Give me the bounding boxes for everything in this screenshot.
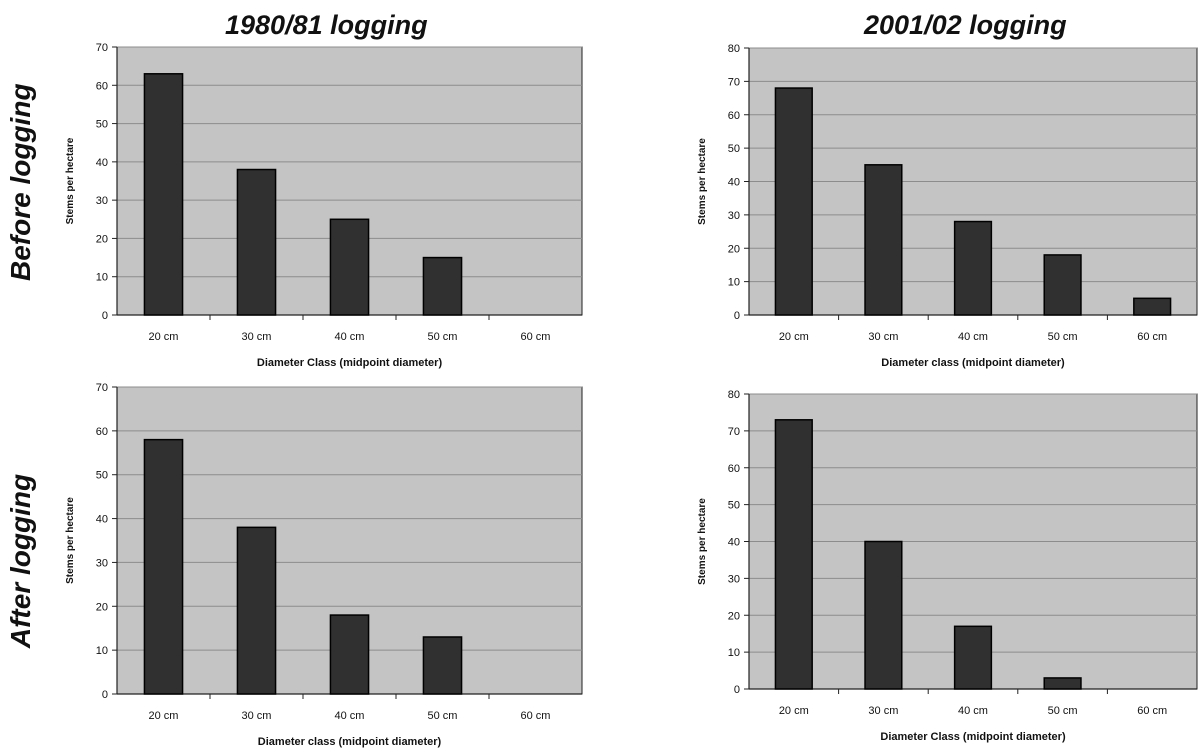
y-tick-label: 30 <box>96 557 108 569</box>
y-tick-label: 20 <box>728 610 740 622</box>
y-tick-label: 80 <box>728 389 740 401</box>
y-tick-label: 10 <box>728 647 740 659</box>
bar-40-cm <box>953 220 993 316</box>
x-tick-label: 20 cm <box>149 710 179 722</box>
y-tick-label: 10 <box>96 645 108 657</box>
y-tick-label: 60 <box>96 80 108 92</box>
y-axis-title: Stems per hectare <box>65 137 76 224</box>
y-tick-label: 70 <box>728 76 740 88</box>
y-tick-label: 50 <box>728 143 740 155</box>
y-tick-label: 40 <box>728 537 740 549</box>
y-axis-title: Stems per hectare <box>65 497 76 584</box>
bar-20-cm <box>143 438 184 695</box>
y-tick-label: 70 <box>96 42 108 54</box>
column-title-1980-81: 1980/81 logging <box>225 10 428 40</box>
bar-50-cm <box>1043 677 1082 690</box>
bar-50-cm <box>422 256 463 316</box>
x-tick-label: 60 cm <box>521 710 551 722</box>
bar-30-cm <box>236 526 277 695</box>
x-axis-title: Diameter Class (midpoint diameter) <box>257 357 443 369</box>
x-axis-title: Diameter Class (midpoint diameter) <box>880 731 1066 743</box>
bar-20-cm <box>774 419 813 690</box>
x-axis-title: Diameter class (midpoint diameter) <box>258 736 442 748</box>
x-tick-label: 50 cm <box>428 331 458 343</box>
x-tick-label: 30 cm <box>242 710 272 722</box>
bar-40-cm <box>329 218 370 316</box>
bar-40-cm <box>329 614 370 695</box>
y-tick-label: 80 <box>728 43 740 55</box>
y-tick-label: 70 <box>96 382 108 394</box>
x-tick-label: 40 cm <box>958 705 988 717</box>
x-tick-label: 30 cm <box>242 331 272 343</box>
x-tick-label: 50 cm <box>1048 331 1078 343</box>
y-tick-label: 0 <box>734 310 740 322</box>
y-axis-title: Stems per hectare <box>697 138 708 225</box>
column-title-2001-02: 2001/02 logging <box>864 10 1067 40</box>
bar-40-cm <box>953 625 993 690</box>
x-tick-label: 30 cm <box>868 331 898 343</box>
x-tick-label: 20 cm <box>779 331 809 343</box>
bar-60-cm <box>1133 297 1172 316</box>
bar-20-cm <box>143 73 184 316</box>
y-axis-title: Stems per hectare <box>697 498 708 585</box>
y-tick-label: 50 <box>728 500 740 512</box>
y-tick-label: 30 <box>96 195 108 207</box>
y-tick-label: 50 <box>96 119 108 131</box>
y-tick-label: 0 <box>102 689 108 701</box>
y-tick-label: 40 <box>728 177 740 189</box>
x-tick-label: 60 cm <box>1137 705 1167 717</box>
bar-50-cm <box>1043 254 1082 316</box>
x-tick-label: 40 cm <box>958 331 988 343</box>
y-tick-label: 50 <box>96 470 108 482</box>
bar-50-cm <box>422 636 463 695</box>
y-tick-label: 60 <box>728 110 740 122</box>
y-tick-label: 60 <box>96 426 108 438</box>
x-tick-label: 50 cm <box>428 710 458 722</box>
y-tick-label: 40 <box>96 157 108 169</box>
y-tick-label: 10 <box>96 272 108 284</box>
y-tick-label: 0 <box>102 310 108 322</box>
y-tick-label: 10 <box>728 277 740 289</box>
bar-30-cm <box>236 168 277 316</box>
y-tick-label: 0 <box>734 684 740 696</box>
y-tick-label: 70 <box>728 426 740 438</box>
y-tick-label: 60 <box>728 463 740 475</box>
bar-30-cm <box>864 164 903 316</box>
x-tick-label: 40 cm <box>335 331 365 343</box>
x-tick-label: 20 cm <box>149 331 179 343</box>
x-tick-label: 40 cm <box>335 710 365 722</box>
x-tick-label: 60 cm <box>521 331 551 343</box>
x-tick-label: 30 cm <box>868 705 898 717</box>
y-tick-label: 30 <box>728 573 740 585</box>
x-tick-label: 20 cm <box>779 705 809 717</box>
y-tick-label: 20 <box>96 601 108 613</box>
x-axis-title: Diameter class (midpoint diameter) <box>881 357 1065 369</box>
y-tick-label: 20 <box>96 233 108 245</box>
y-tick-label: 20 <box>728 243 740 255</box>
x-tick-label: 60 cm <box>1137 331 1167 343</box>
y-tick-label: 30 <box>728 210 740 222</box>
x-tick-label: 50 cm <box>1048 705 1078 717</box>
bar-20-cm <box>774 87 813 316</box>
y-tick-label: 40 <box>96 514 108 526</box>
bar-30-cm <box>864 540 903 690</box>
